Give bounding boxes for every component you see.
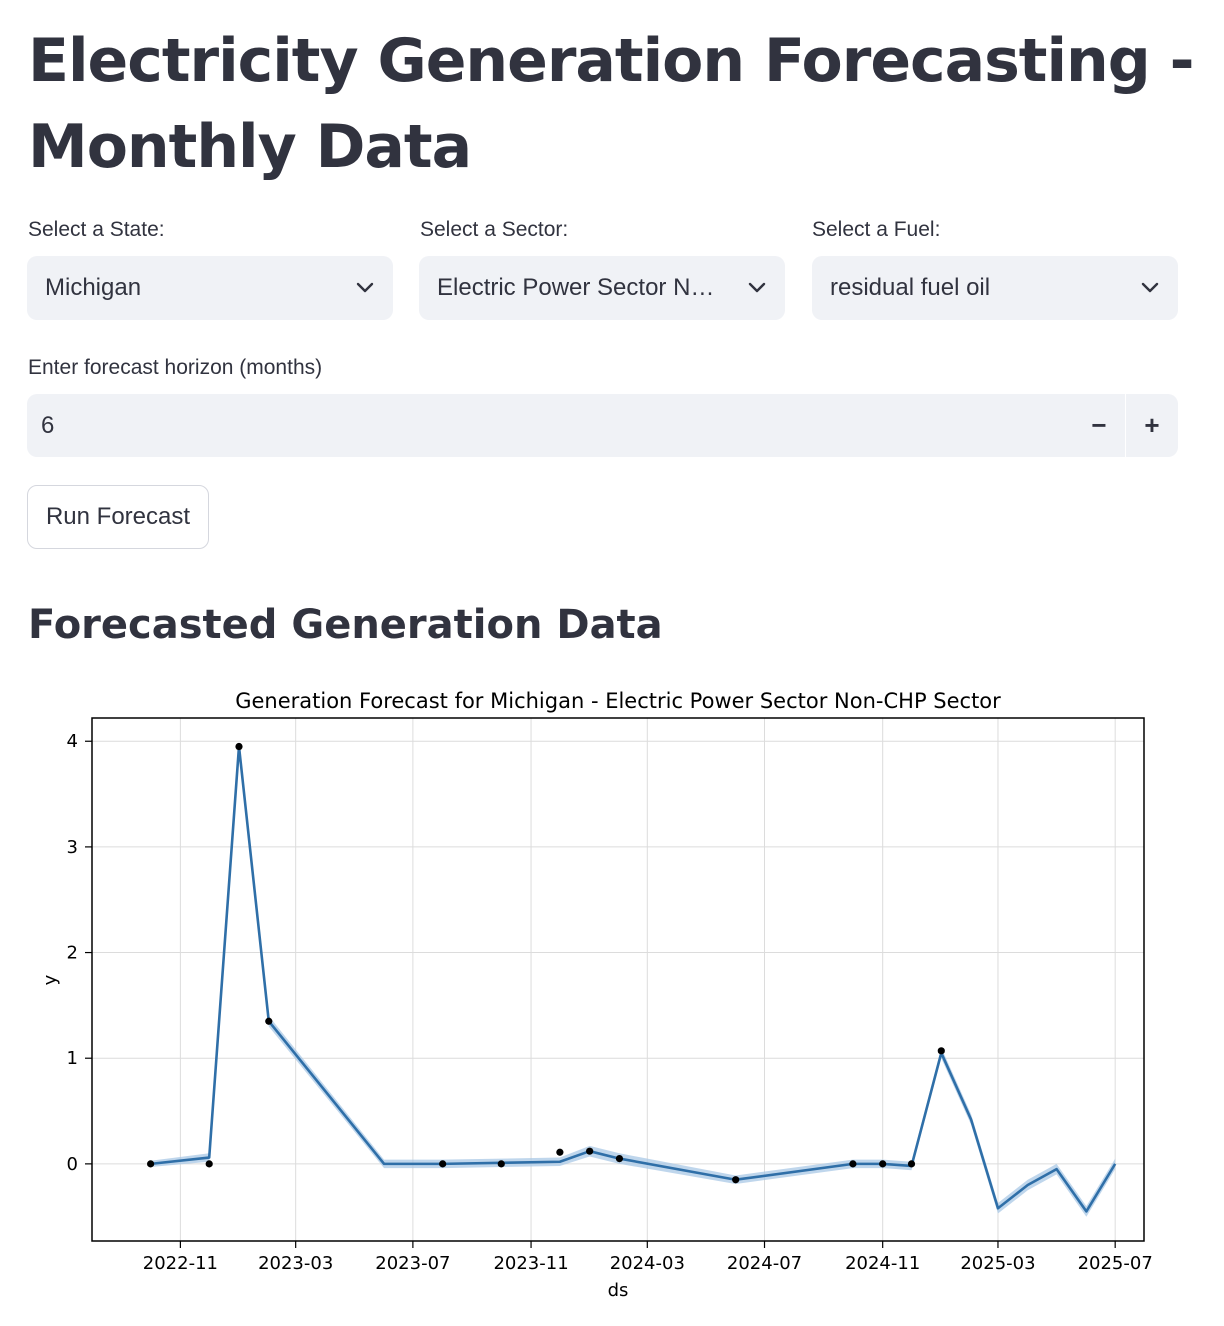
- fuel-select[interactable]: residual fuel oil: [812, 256, 1178, 320]
- x-tick-label: 2024-03: [610, 1253, 685, 1274]
- plot-frame: [91, 717, 1145, 1242]
- y-axis-label: y: [40, 974, 61, 985]
- horizon-stepper: − +: [27, 394, 1178, 457]
- observed-point: [937, 1047, 945, 1055]
- state-select-value: Michigan: [45, 274, 142, 301]
- observed-point: [615, 1154, 624, 1163]
- forecast-line: [150, 745, 1117, 1213]
- fuel-label: Select a Fuel:: [812, 218, 941, 241]
- sector-label: Select a Sector:: [420, 218, 569, 241]
- chevron-down-icon: [747, 278, 767, 298]
- y-tick-label: 0: [67, 1154, 78, 1175]
- section-title: Forecasted Generation Data: [28, 602, 663, 648]
- increment-button[interactable]: +: [1144, 410, 1160, 440]
- observed-point: [205, 1160, 213, 1168]
- observed-point: [439, 1160, 447, 1168]
- x-tick-label: 2022-11: [143, 1253, 218, 1274]
- observed-point: [879, 1160, 887, 1168]
- observed-point: [732, 1176, 740, 1184]
- x-tick-label: 2025-07: [1078, 1253, 1153, 1274]
- chevron-down-icon: [1140, 278, 1160, 298]
- y-tick-label: 3: [67, 837, 78, 858]
- observed-point: [497, 1160, 505, 1168]
- observed-point: [265, 1017, 273, 1025]
- chevron-down-icon: [355, 278, 375, 298]
- decrement-button[interactable]: −: [1073, 394, 1126, 457]
- y-tick-label: 1: [67, 1048, 78, 1069]
- x-tick-label: 2024-11: [845, 1253, 920, 1274]
- x-tick-label: 2023-07: [375, 1253, 450, 1274]
- run-forecast-button[interactable]: Run Forecast: [27, 485, 209, 549]
- x-tick-label: 2023-03: [258, 1253, 333, 1274]
- state-label: Select a State:: [28, 218, 165, 241]
- observed-point: [556, 1148, 564, 1156]
- x-tick-label: 2023-11: [493, 1253, 568, 1274]
- state-select[interactable]: Michigan: [27, 256, 393, 320]
- y-tick-label: 4: [67, 731, 78, 752]
- horizon-input[interactable]: [27, 394, 1073, 457]
- chart-title: Generation Forecast for Michigan - Elect…: [235, 689, 1001, 713]
- sector-select[interactable]: Electric Power Sector Non-CHP: [419, 256, 785, 320]
- horizon-label: Enter forecast horizon (months): [28, 356, 323, 379]
- x-tick-label: 2024-07: [727, 1253, 802, 1274]
- fuel-select-value: residual fuel oil: [830, 274, 991, 301]
- observed-point: [907, 1160, 916, 1168]
- observed-point: [586, 1147, 594, 1155]
- sector-select-value: Electric Power Sector Non-CHP: [437, 274, 717, 301]
- observed-point: [849, 1160, 857, 1168]
- observed-point: [235, 742, 243, 751]
- x-axis-label: ds: [608, 1280, 629, 1301]
- forecast-chart: 2022-11 2023-03 2023-07 2023-11 2024-03 2024-…: [40, 689, 1153, 1301]
- page-title: Electricity Generation Forecasting - Mon…: [28, 26, 1195, 182]
- y-tick-label: 2: [67, 943, 78, 964]
- x-tick-label: 2025-03: [960, 1253, 1035, 1274]
- observed-point: [147, 1160, 155, 1168]
